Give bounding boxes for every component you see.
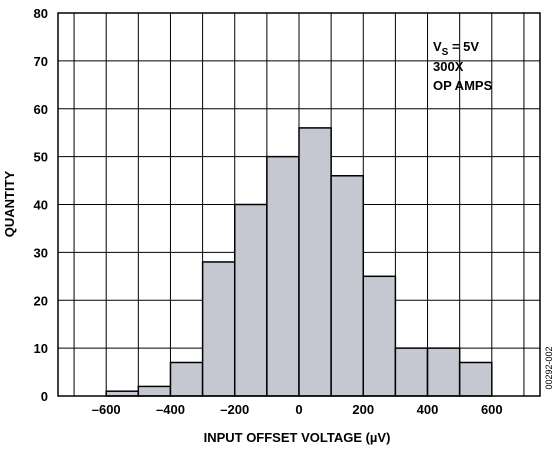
y-tick-label: 50 — [34, 150, 48, 165]
annotation-sample-count: 300X — [433, 59, 464, 74]
x-tick-label: –200 — [220, 402, 249, 417]
histogram-bar — [169, 361, 204, 397]
y-tick-label: 10 — [34, 341, 48, 356]
x-tick-label: 0 — [295, 402, 302, 417]
histogram-bar — [458, 361, 493, 397]
annotation-v-subscript: S — [442, 47, 449, 58]
y-tick-label: 60 — [34, 102, 48, 117]
x-tick-label: –400 — [156, 402, 185, 417]
x-tick-label: 400 — [417, 402, 439, 417]
x-axis-label: INPUT OFFSET VOLTAGE (µV) — [204, 430, 391, 445]
annotation-v: V — [433, 39, 442, 54]
histogram-bar — [298, 127, 332, 397]
histogram-bar — [233, 203, 268, 397]
annotation-v-value: = 5V — [448, 39, 479, 54]
histogram-bar — [394, 347, 429, 397]
x-tick-label: 600 — [481, 402, 503, 417]
y-tick-label: 30 — [34, 245, 48, 260]
plot-frame — [57, 12, 541, 397]
histogram-bar — [137, 385, 172, 397]
x-tick-label: 200 — [352, 402, 374, 417]
y-tick-label: 20 — [34, 293, 48, 308]
histogram-bar — [201, 261, 236, 397]
y-tick-label: 70 — [34, 54, 48, 69]
histogram-bar — [266, 155, 300, 397]
figure-id: 00292-002 — [544, 346, 554, 389]
y-axis-label: QUANTITY — [2, 170, 17, 237]
x-tick-label: –600 — [92, 402, 121, 417]
histogram-bar — [426, 347, 461, 397]
annotation-supply-voltage: VS = 5V — [433, 39, 479, 58]
annotation-device: OP AMPS — [433, 78, 493, 93]
y-axis-ticks: 0 10 20 30 40 50 60 70 80 — [34, 6, 48, 404]
y-tick-label: 80 — [34, 6, 48, 21]
x-axis-ticks: –600 –400 –200 0 200 400 600 — [92, 402, 503, 417]
histogram-bar — [362, 275, 397, 397]
bars — [105, 127, 493, 397]
histogram-bar — [330, 175, 365, 397]
y-tick-label: 40 — [34, 198, 48, 213]
y-tick-label: 0 — [41, 389, 48, 404]
